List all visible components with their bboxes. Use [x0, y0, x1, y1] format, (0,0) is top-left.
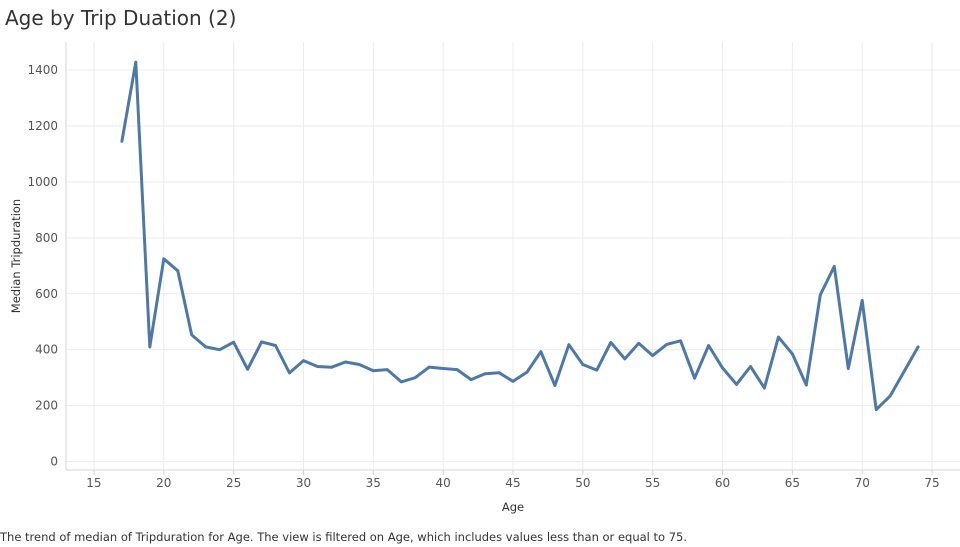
data-point [302, 359, 305, 362]
data-point [651, 354, 654, 357]
y-tick-label: 1000 [27, 175, 58, 189]
data-point [218, 348, 221, 352]
series-layer [120, 60, 920, 412]
data-point [232, 340, 235, 344]
series-line [120, 60, 920, 412]
x-tick-label: 15 [86, 476, 101, 490]
data-point [846, 367, 850, 370]
data-point [483, 372, 487, 376]
data-point [805, 383, 808, 387]
data-point [553, 384, 557, 387]
y-axis-title: Median Tripduration [9, 199, 23, 313]
data-point [665, 343, 668, 346]
line-chart: 15 20 25 30 35 40 45 50 55 60 65 70 75 0 200 400 600 800 1… [9, 42, 960, 514]
data-point [707, 344, 710, 347]
data-point [120, 140, 124, 143]
chart-caption: The trend of median of Tripduration for … [0, 530, 687, 544]
data-point [204, 345, 207, 349]
data-point [274, 344, 277, 347]
data-point [777, 335, 780, 339]
data-point [260, 340, 263, 344]
x-tick-label: 20 [156, 476, 171, 490]
data-point [679, 339, 682, 343]
data-point [721, 366, 724, 370]
data-point [860, 299, 864, 302]
data-point [358, 363, 361, 366]
data-point [455, 368, 459, 371]
y-tick-label: 1200 [27, 119, 58, 133]
data-point [441, 367, 445, 370]
data-point [497, 371, 501, 374]
data-point [288, 371, 291, 375]
tick-labels: 15 20 25 30 35 40 45 50 55 60 65 70 75 0 200 400 600 800 1… [27, 63, 939, 490]
data-point [623, 357, 627, 361]
data-point [316, 365, 319, 368]
x-tick-label: 35 [366, 476, 381, 490]
data-point [427, 365, 431, 369]
x-tick-label: 75 [924, 476, 939, 490]
data-point [399, 380, 403, 384]
data-point [539, 350, 543, 353]
x-tick-label: 25 [226, 476, 241, 490]
data-point [609, 341, 613, 344]
data-point [385, 368, 389, 371]
axes [65, 42, 960, 475]
x-tick-label: 50 [575, 476, 590, 490]
data-point [567, 343, 571, 346]
data-point [162, 257, 166, 261]
y-tick-label: 800 [35, 231, 58, 245]
data-point [595, 368, 599, 372]
data-point [176, 269, 180, 273]
data-point [525, 370, 529, 374]
data-point [735, 383, 738, 386]
data-point [693, 376, 696, 380]
data-point [763, 386, 766, 390]
data-point [344, 360, 347, 364]
data-point [874, 408, 878, 411]
data-point [819, 293, 822, 297]
data-point [511, 380, 515, 383]
y-tick-label: 0 [50, 455, 58, 469]
gridlines [66, 42, 960, 470]
data-point [148, 345, 152, 349]
data-point [749, 365, 752, 368]
data-point [190, 333, 194, 337]
data-point [916, 345, 920, 349]
data-point [637, 341, 641, 345]
data-point [581, 363, 585, 366]
data-point [832, 265, 836, 268]
data-point [246, 367, 249, 371]
x-tick-label: 45 [505, 476, 520, 490]
chart-title: Age by Trip Duation (2) [5, 6, 237, 30]
data-point [372, 369, 375, 372]
y-tick-label: 600 [35, 287, 58, 301]
x-tick-label: 55 [645, 476, 660, 490]
x-axis-title: Age [502, 500, 524, 514]
x-tick-label: 70 [855, 476, 870, 490]
data-point [469, 378, 473, 381]
x-tick-label: 60 [715, 476, 730, 490]
data-point [330, 366, 333, 369]
data-point [888, 394, 892, 398]
data-point [134, 60, 138, 64]
y-tick-label: 400 [35, 343, 58, 357]
x-tick-label: 30 [296, 476, 311, 490]
x-tick-label: 65 [785, 476, 800, 490]
x-tick-label: 40 [436, 476, 451, 490]
y-tick-label: 1400 [27, 63, 58, 77]
data-point [791, 352, 794, 356]
data-point [413, 376, 417, 379]
y-tick-label: 200 [35, 399, 58, 413]
